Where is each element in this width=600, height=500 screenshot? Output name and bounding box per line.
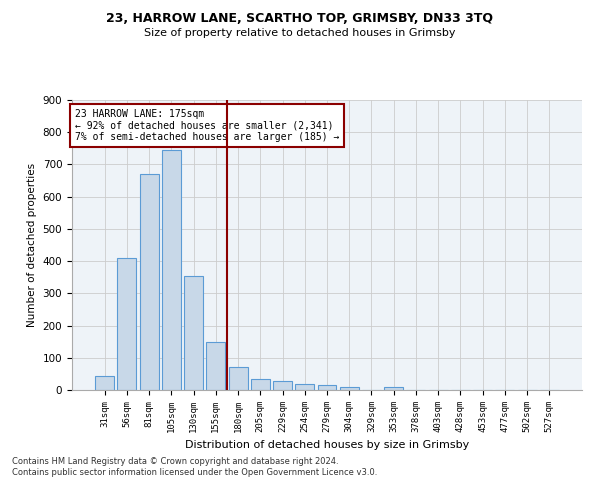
- Bar: [95, 376, 114, 390]
- X-axis label: Distribution of detached houses by size in Grimsby: Distribution of detached houses by size …: [185, 440, 469, 450]
- Bar: [384, 388, 403, 390]
- Bar: [251, 378, 270, 390]
- Y-axis label: Number of detached properties: Number of detached properties: [27, 163, 37, 327]
- Bar: [184, 276, 203, 390]
- Bar: [229, 368, 248, 390]
- Bar: [273, 381, 292, 390]
- Text: 23 HARROW LANE: 175sqm
← 92% of detached houses are smaller (2,341)
7% of semi-d: 23 HARROW LANE: 175sqm ← 92% of detached…: [74, 108, 339, 142]
- Text: Size of property relative to detached houses in Grimsby: Size of property relative to detached ho…: [144, 28, 456, 38]
- Bar: [162, 150, 181, 390]
- Bar: [295, 384, 314, 390]
- Bar: [340, 387, 359, 390]
- Bar: [140, 174, 158, 390]
- Bar: [317, 384, 337, 390]
- Text: 23, HARROW LANE, SCARTHO TOP, GRIMSBY, DN33 3TQ: 23, HARROW LANE, SCARTHO TOP, GRIMSBY, D…: [107, 12, 493, 26]
- Text: Contains HM Land Registry data © Crown copyright and database right 2024.
Contai: Contains HM Land Registry data © Crown c…: [12, 458, 377, 477]
- Bar: [118, 258, 136, 390]
- Bar: [206, 342, 225, 390]
